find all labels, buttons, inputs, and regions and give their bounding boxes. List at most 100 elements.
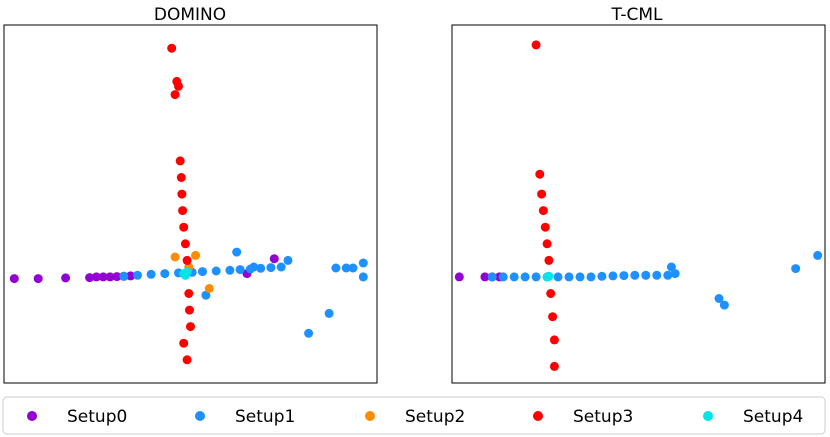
point-setup3 bbox=[174, 81, 183, 91]
point-setup1 bbox=[666, 262, 676, 272]
point-setup1 bbox=[160, 269, 170, 279]
panel-tcml: T-CML bbox=[451, 5, 826, 384]
plot-frame-domino bbox=[3, 24, 378, 384]
point-setup1 bbox=[714, 294, 724, 303]
point-setup1 bbox=[331, 263, 341, 273]
point-setup1 bbox=[531, 272, 541, 282]
point-setup3 bbox=[186, 322, 195, 332]
point-setup0 bbox=[9, 274, 19, 284]
point-setup3 bbox=[179, 222, 189, 232]
point-setup1 bbox=[133, 270, 142, 280]
point-setup0 bbox=[105, 272, 115, 282]
legend-marker-setup4 bbox=[703, 411, 713, 421]
point-setup3 bbox=[542, 239, 552, 249]
legend-marker-setup3 bbox=[533, 411, 543, 421]
point-setup1 bbox=[564, 272, 574, 282]
point-setup0 bbox=[61, 273, 71, 283]
point-setup1 bbox=[498, 272, 508, 282]
point-setup1 bbox=[211, 266, 221, 276]
point-setup1 bbox=[266, 263, 276, 273]
legend-label-setup3: Setup3 bbox=[573, 407, 633, 427]
point-setup1 bbox=[641, 270, 651, 280]
point-setup1 bbox=[235, 265, 245, 275]
point-setup1 bbox=[608, 271, 618, 281]
point-setup1 bbox=[670, 269, 680, 279]
point-setup1 bbox=[813, 250, 823, 260]
legend-marker-setup1 bbox=[195, 411, 205, 421]
point-setup3 bbox=[549, 335, 559, 345]
point-setup2 bbox=[204, 284, 214, 293]
point-setup0 bbox=[454, 272, 464, 282]
point-setup3 bbox=[180, 239, 190, 249]
point-setup1 bbox=[509, 272, 519, 282]
point-setup1 bbox=[487, 272, 497, 282]
point-setup3 bbox=[546, 289, 556, 298]
point-setup0 bbox=[126, 271, 136, 281]
legend-label-setup1: Setup1 bbox=[235, 407, 295, 427]
point-setup1 bbox=[283, 255, 293, 265]
point-setup1 bbox=[276, 262, 286, 272]
point-setup0 bbox=[112, 272, 122, 282]
point-setup3 bbox=[167, 43, 177, 53]
point-setup3 bbox=[184, 289, 194, 298]
point-setup1 bbox=[324, 308, 334, 318]
point-setup1 bbox=[630, 270, 640, 280]
point-setup1 bbox=[358, 272, 368, 282]
point-setup0 bbox=[269, 254, 279, 264]
point-setup1 bbox=[719, 300, 729, 310]
point-setup1 bbox=[553, 272, 563, 282]
point-setup0 bbox=[85, 273, 95, 283]
point-setup1 bbox=[520, 272, 530, 282]
legend-label-setup0: Setup0 bbox=[67, 407, 127, 427]
scatter-points-tcml bbox=[454, 40, 823, 371]
point-setup4 bbox=[180, 270, 190, 280]
point-setup1 bbox=[201, 290, 211, 300]
point-setup3 bbox=[175, 156, 185, 166]
point-setup1 bbox=[663, 270, 673, 280]
point-setup1 bbox=[232, 247, 242, 257]
point-setup0 bbox=[98, 272, 108, 282]
point-setup1 bbox=[791, 264, 801, 274]
point-setup1 bbox=[304, 328, 314, 338]
point-setup3 bbox=[178, 206, 188, 216]
point-setup1 bbox=[146, 269, 156, 279]
point-setup1 bbox=[225, 265, 235, 275]
legend-marker-setup2 bbox=[365, 411, 375, 421]
panel-title-tcml: T-CML bbox=[611, 5, 663, 25]
point-setup3 bbox=[177, 189, 187, 199]
point-setup3 bbox=[170, 90, 180, 100]
point-setup3 bbox=[548, 312, 558, 322]
point-setup3 bbox=[549, 361, 559, 371]
point-setup3 bbox=[540, 222, 550, 232]
point-setup3 bbox=[538, 206, 548, 216]
point-setup1 bbox=[119, 271, 129, 281]
point-setup3 bbox=[182, 255, 192, 265]
point-setup1 bbox=[597, 271, 607, 281]
panel-domino: DOMINO bbox=[3, 5, 378, 384]
point-setup0 bbox=[480, 272, 490, 282]
point-setup1 bbox=[619, 271, 629, 281]
point-setup1 bbox=[249, 262, 259, 272]
scatter-points-domino bbox=[9, 43, 368, 365]
point-setup3 bbox=[535, 169, 545, 179]
point-setup1 bbox=[341, 263, 351, 273]
point-setup1 bbox=[198, 267, 207, 277]
legend-label-setup2: Setup2 bbox=[405, 407, 465, 427]
point-setup2 bbox=[170, 252, 180, 262]
point-setup3 bbox=[531, 40, 541, 50]
point-setup3 bbox=[544, 255, 554, 265]
point-setup0 bbox=[33, 274, 43, 284]
point-setup3 bbox=[179, 338, 189, 348]
legend-label-setup4: Setup4 bbox=[743, 407, 803, 427]
point-setup1 bbox=[256, 263, 266, 273]
point-setup1 bbox=[575, 272, 585, 282]
legend: Setup0 Setup1 Setup2 Setup3 Setup4 bbox=[2, 396, 826, 435]
legend-frame bbox=[2, 396, 826, 435]
point-setup1 bbox=[652, 270, 662, 280]
panel-title-domino: DOMINO bbox=[154, 5, 226, 25]
point-setup1 bbox=[348, 263, 358, 273]
point-setup0 bbox=[91, 272, 101, 282]
point-setup3 bbox=[182, 355, 192, 365]
point-setup3 bbox=[176, 173, 186, 182]
